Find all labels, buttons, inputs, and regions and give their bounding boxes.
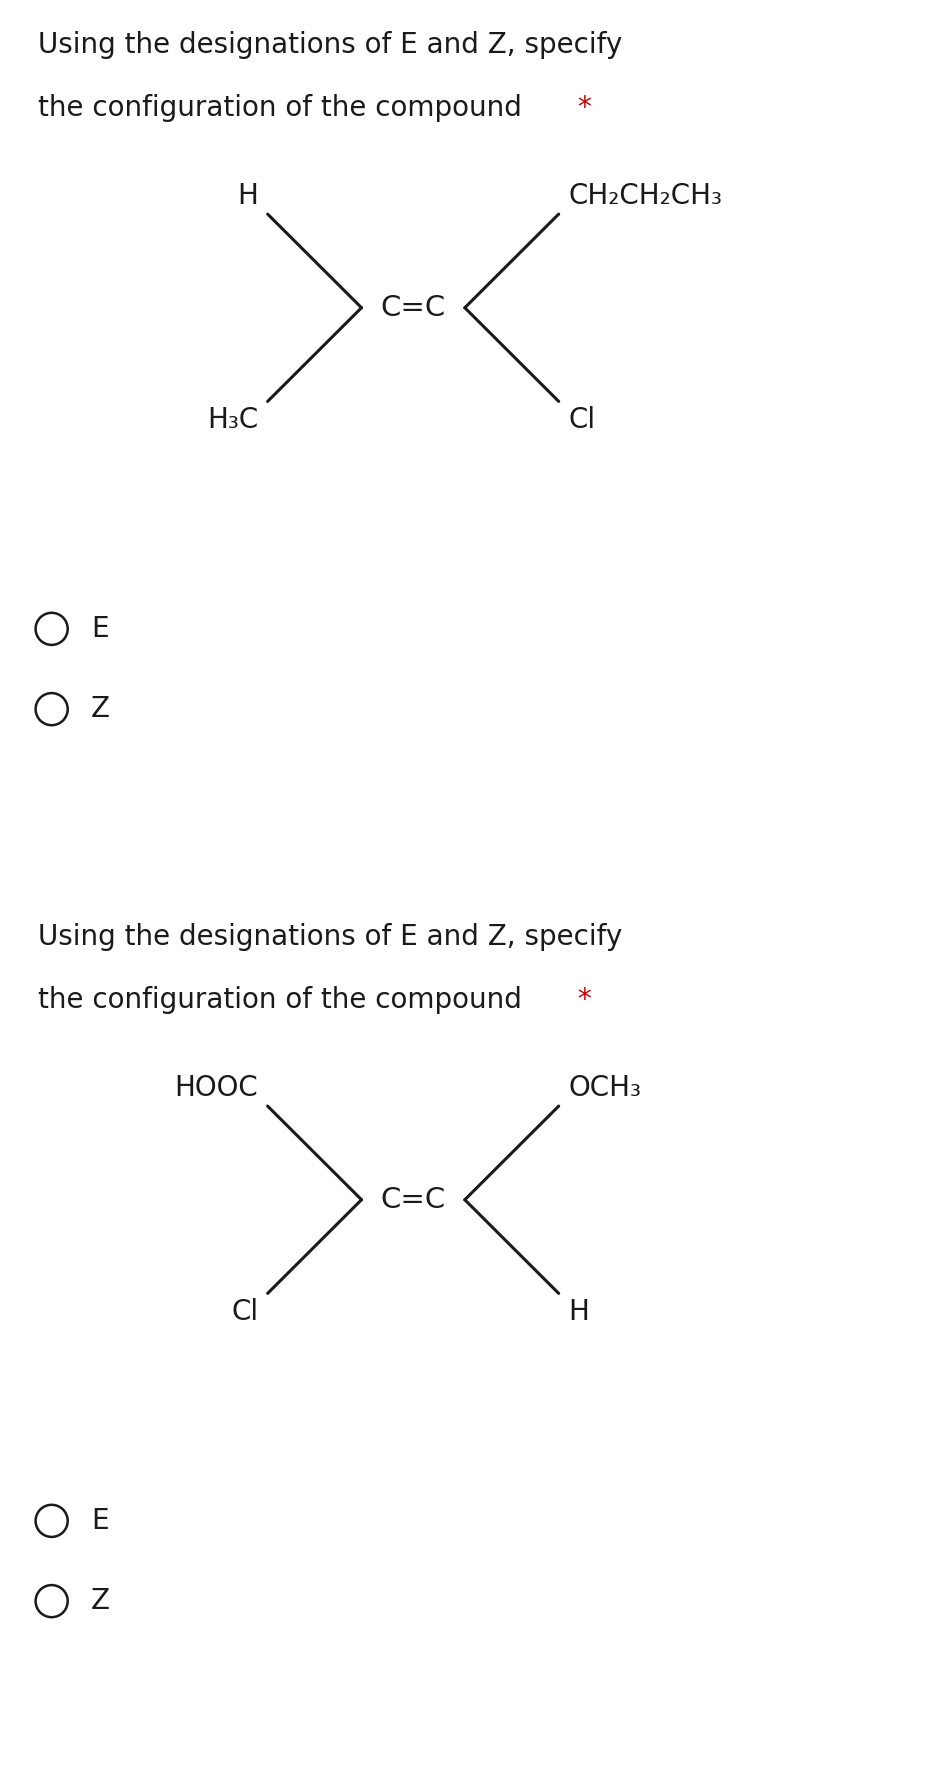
Text: the configuration of the compound: the configuration of the compound (38, 985, 531, 1013)
Text: Using the designations of E and Z, specify: Using the designations of E and Z, speci… (38, 924, 622, 951)
Text: Z: Z (91, 1588, 110, 1615)
Text: the configuration of the compound: the configuration of the compound (38, 93, 531, 121)
Text: HOOC: HOOC (175, 1074, 258, 1101)
Text: E: E (91, 615, 109, 642)
Text: E: E (91, 1507, 109, 1534)
Text: *: * (577, 93, 592, 121)
Text: Cl: Cl (231, 1299, 258, 1326)
Text: Using the designations of E and Z, specify: Using the designations of E and Z, speci… (38, 32, 622, 59)
Text: CH₂CH₂CH₃: CH₂CH₂CH₃ (568, 182, 722, 209)
Text: H: H (568, 1299, 589, 1326)
Text: C=C: C=C (380, 1186, 446, 1213)
Text: C=C: C=C (380, 294, 446, 321)
Text: H₃C: H₃C (207, 405, 258, 434)
Text: Cl: Cl (568, 405, 595, 434)
Text: Z: Z (91, 696, 110, 723)
Text: *: * (577, 985, 592, 1013)
Text: OCH₃: OCH₃ (568, 1074, 641, 1101)
Text: H: H (238, 182, 258, 209)
